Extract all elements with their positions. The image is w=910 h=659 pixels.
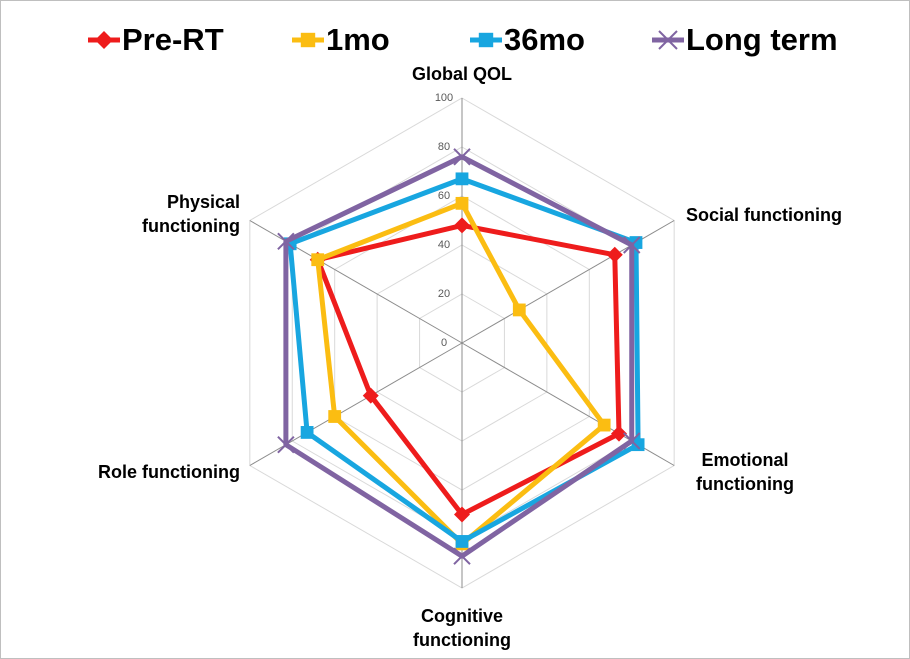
marker — [455, 172, 469, 186]
marker — [300, 32, 316, 48]
marker — [512, 303, 526, 317]
marker — [623, 432, 641, 450]
marker — [631, 438, 645, 452]
marker — [277, 232, 295, 251]
marker — [453, 547, 471, 565]
r-tick-label: 100 — [435, 92, 453, 104]
marker — [95, 31, 113, 49]
marker — [362, 387, 379, 404]
r-tick-label: 60 — [438, 190, 450, 202]
marker — [478, 32, 494, 48]
axis-label: Role functioning — [98, 462, 240, 482]
marker — [606, 246, 623, 263]
r-tick-label: 20 — [438, 288, 450, 300]
marker — [597, 418, 611, 432]
r-tick-label: 80 — [438, 141, 450, 153]
legend-label: 1mo — [326, 22, 390, 57]
r-tick-label: 40 — [438, 239, 450, 251]
marker — [454, 217, 470, 234]
marker — [277, 435, 295, 454]
axis-label: Cognitive functioning — [413, 606, 511, 650]
axis-label: Emotional functioning — [696, 450, 794, 494]
axis-label: Physical functioning — [142, 192, 240, 236]
axis-label: Social functioning — [686, 205, 842, 225]
marker — [453, 148, 471, 166]
marker — [328, 410, 342, 423]
legend-label: Pre-RT — [122, 22, 224, 57]
axis-label: Global QOL — [411, 64, 512, 84]
marker — [311, 253, 325, 267]
marker — [658, 30, 678, 50]
r-tick-label: 0 — [441, 337, 447, 349]
marker — [454, 506, 470, 523]
marker — [455, 196, 469, 210]
marker — [611, 425, 628, 442]
legend-label: Long term — [686, 22, 838, 57]
marker — [300, 426, 314, 439]
marker — [623, 236, 641, 254]
legend-label: 36mo — [504, 22, 585, 57]
marker — [455, 535, 469, 548]
